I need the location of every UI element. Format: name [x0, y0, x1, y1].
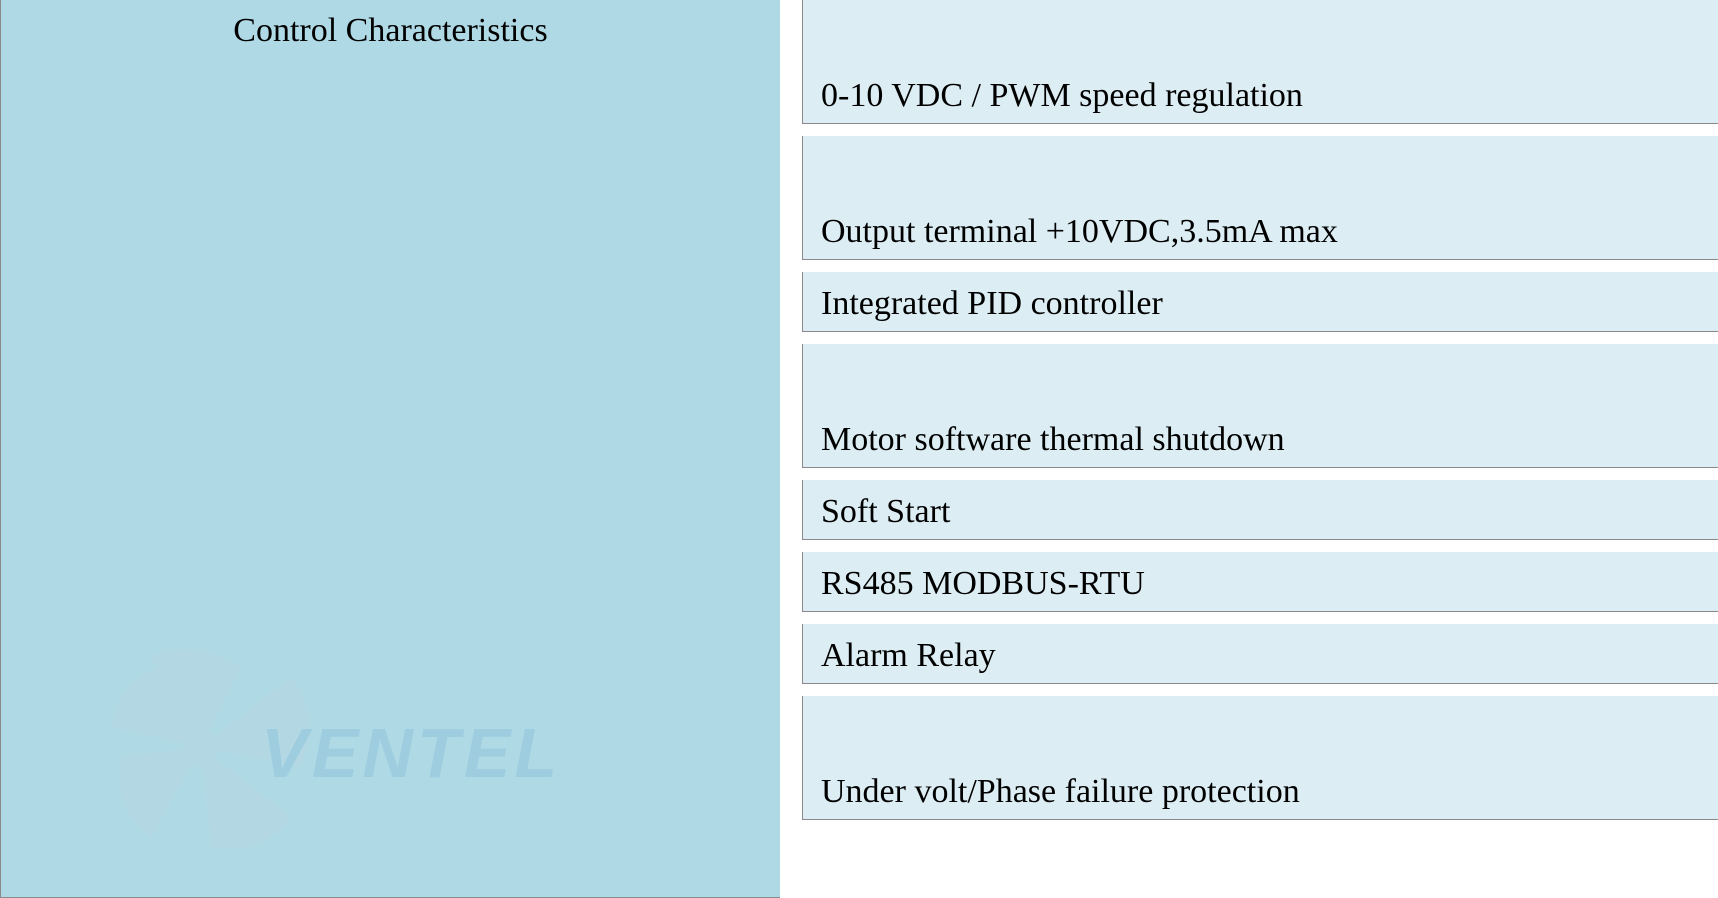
left-category-cell: Control Characteristics VENTEL [0, 0, 780, 898]
characteristic-row: Integrated PID controller [802, 272, 1718, 332]
characteristic-row: Soft Start [802, 480, 1718, 540]
svg-text:VENTEL: VENTEL [261, 714, 561, 792]
spec-table: Control Characteristics VENTEL 0-10 VDC … [0, 0, 1718, 898]
characteristic-row: Output terminal +10VDC,3.5mA max [802, 136, 1718, 260]
characteristic-row: Under volt/Phase failure protection [802, 696, 1718, 820]
characteristics-list: 0-10 VDC / PWM speed regulationOutput te… [802, 0, 1718, 898]
characteristic-row: Motor software thermal shutdown [802, 344, 1718, 468]
characteristic-row: Alarm Relay [802, 624, 1718, 684]
characteristic-row: 0-10 VDC / PWM speed regulation [802, 0, 1718, 124]
characteristic-row: RS485 MODBUS-RTU [802, 552, 1718, 612]
ventel-watermark-icon: VENTEL [91, 637, 611, 857]
category-title: Control Characteristics [1, 12, 780, 50]
